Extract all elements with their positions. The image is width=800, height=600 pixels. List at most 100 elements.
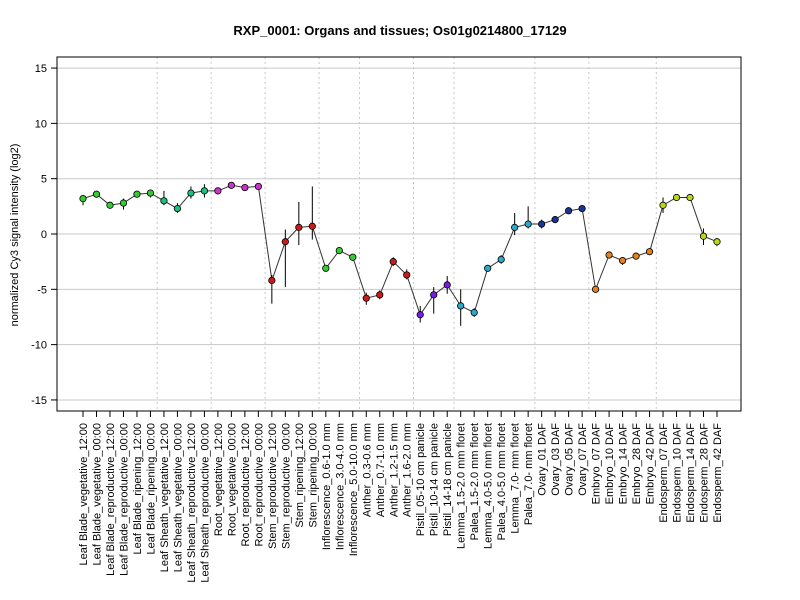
x-tick-label: Stem_ripening_00:00 [307,423,319,528]
x-tick-label: Ovary_03 DAF [550,423,562,496]
data-point [672,193,681,202]
data-point [470,308,478,317]
x-tick-label: Leaf Blade_vegetative_00:00 [92,423,104,566]
data-point [241,183,249,192]
x-tick-label: Stem_reproductive_00:00 [280,423,292,549]
data-point [281,238,289,246]
x-tick-label: Palea_7.0- mm floret [523,423,535,525]
x-tick-label: Root_vegetative_00:00 [226,423,238,536]
x-tick-label: Pistil_14-18 cm panicle [442,423,454,536]
x-tick-label: Embryo_28 DAF [631,423,643,505]
x-tick-label: Anther_0.7-1.0 mm [375,423,387,517]
data-point [214,187,222,195]
data-point [457,302,465,310]
data-point [632,252,640,260]
data-point [686,193,694,202]
x-tick-label: Leaf Sheath_vegetative_12:00 [159,423,171,572]
data-point [538,220,546,228]
data-point [268,276,276,285]
x-tick-label: Inflorescence_3.0-4.0 mm [334,423,346,550]
x-tick-label: Stem_reproductive_12:00 [267,423,279,549]
data-point [430,291,438,299]
x-tick-label: Palea_4.0-5.0 mm floret [496,423,508,540]
data-point [511,223,519,231]
x-tick-label: Endosperm_07 DAF [658,423,670,523]
data-point [659,201,667,209]
x-tick-label: Palea_1.5-2.0 mm floret [469,423,481,540]
data-point [551,216,559,224]
data-point [645,248,654,256]
x-tick-label: Inflorescence_5.0-10.0 mm [348,423,360,556]
data-point [146,189,155,197]
data-point [160,197,168,205]
y-axis-label: normalized Cy3 signal intensity (log2) [9,144,21,327]
grid [57,67,741,401]
x-tick-label: Leaf Blade_ripening_12:00 [132,423,144,555]
data-point [699,232,708,240]
y-tick-label: 0 [41,229,47,241]
x-tick-label: Root_vegetative_12:00 [213,423,225,536]
x-tick-label: Anther_1.6-2.0 mm [402,423,414,517]
x-tick-label: Endosperm_42 DAF [712,423,724,523]
x-tick-label: Embryo_42 DAF [645,423,657,505]
x-tick-label: Endosperm_10 DAF [672,423,684,523]
x-axis: Leaf Blade_vegetative_12:00 Leaf Blade_ve… [78,411,724,583]
x-tick-label: Embryo_10 DAF [604,423,616,505]
error-bars [82,183,718,326]
chart-title: RXP_0001: Organs and tissues; Os01g02148… [233,23,566,38]
x-tick-label: Anther_1.2-1.5 mm [388,423,400,517]
x-tick-label: Ovary_05 DAF [564,423,576,496]
data-point [591,285,600,293]
x-tick-label: Endosperm_14 DAF [685,423,697,523]
data-point [443,281,451,289]
y-tick-label: 15 [35,63,47,75]
data-points [79,181,721,319]
data-point [484,264,492,272]
y-tick-label: -15 [31,395,47,407]
data-point [618,256,627,265]
x-tick-label: Root_reproductive_12:00 [240,423,252,547]
data-point [403,271,411,279]
data-point [173,204,182,213]
data-point [376,291,384,299]
y-tick-label: 5 [41,174,47,186]
x-tick-label: Leaf Blade_ripening_00:00 [145,423,157,555]
data-point [335,246,343,255]
data-point [578,204,586,213]
data-point [295,223,303,231]
data-point [187,189,195,197]
data-point [254,182,262,191]
data-point [713,238,721,246]
x-tick-label: Pistil_05-10 cm panicle [415,423,427,536]
x-tick-label: Stem_ripening_12:00 [294,423,306,528]
data-point [119,199,128,207]
x-tick-label: Embryo_14 DAF [618,423,630,505]
data-point [605,251,613,259]
series-line [82,184,718,316]
x-tick-label: Leaf Blade_reproductive_12:00 [105,423,117,576]
x-tick-label: Inflorescence_0.6-1.0 mm [321,423,333,550]
data-point [322,264,330,272]
data-point [133,190,141,198]
x-tick-label: Lemma_4.0-5.0 mm floret [483,423,495,549]
x-tick-label: Leaf Blade_vegetative_12:00 [78,423,90,566]
x-tick-label: Root_reproductive_00:00 [253,423,265,547]
y-tick-label: -10 [31,340,47,352]
data-point [524,220,532,228]
y-tick-label: 10 [35,118,47,130]
x-tick-label: Pistil_10-14 cm panicle [429,423,441,536]
x-tick-label: Leaf Sheath_reproductive_00:00 [199,423,211,583]
data-point [389,258,397,266]
data-point [308,222,316,230]
data-point [92,190,101,198]
x-tick-label: Lemma_1.5-2.0 mm floret [456,423,468,549]
y-axis: -15 -10 -5 0 5 10 15 [31,63,57,407]
data-point [416,311,424,319]
x-tick-label: Embryo_07 DAF [591,423,603,505]
data-point [79,195,87,203]
data-point [200,187,209,195]
data-point [106,201,114,209]
data-point [349,253,357,261]
y-tick-label: -5 [37,284,47,296]
